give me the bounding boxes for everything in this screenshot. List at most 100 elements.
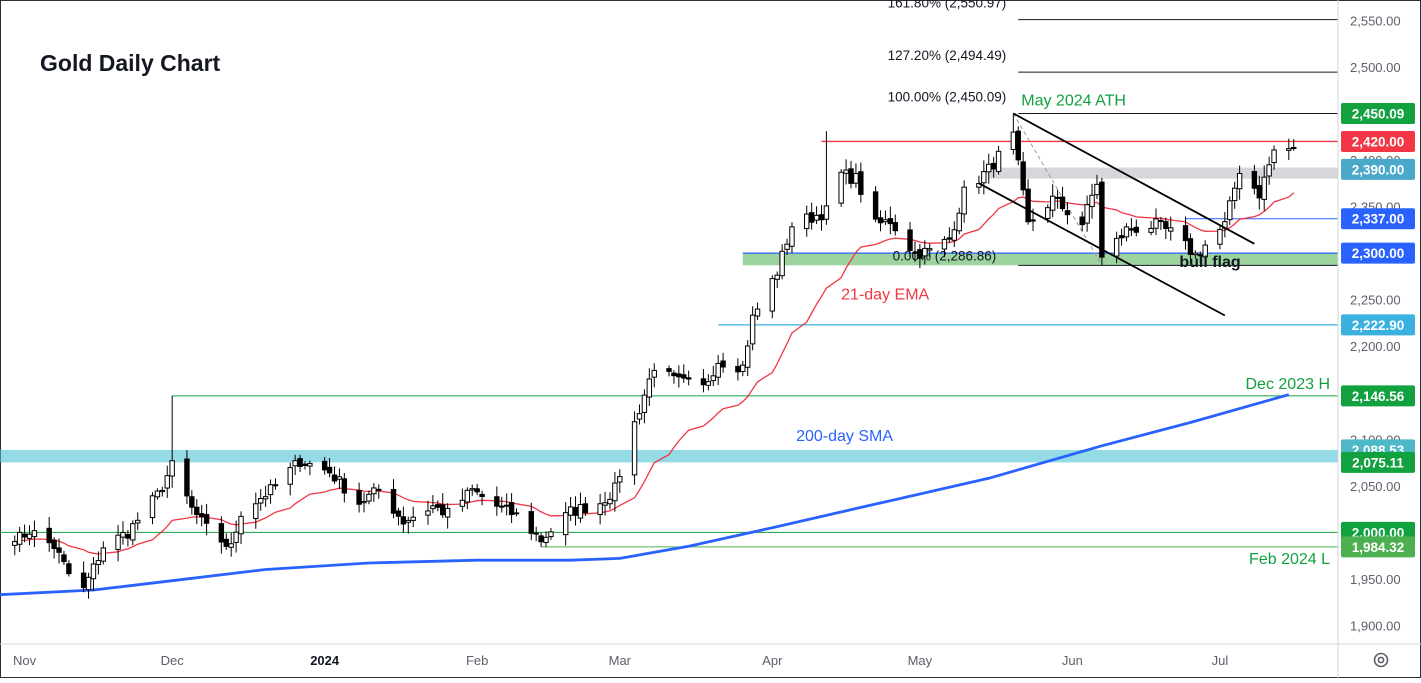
x-tick-label: Nov xyxy=(13,653,37,668)
candle-body xyxy=(1197,254,1203,257)
candle xyxy=(1187,233,1194,264)
candle-body xyxy=(597,503,603,516)
candle-body xyxy=(1020,161,1026,191)
candle-body xyxy=(331,474,338,482)
candle-body xyxy=(877,217,884,224)
candle xyxy=(130,520,136,546)
candle-body xyxy=(981,171,987,184)
candle xyxy=(882,210,889,225)
candle-body xyxy=(1113,237,1120,257)
flag-lower-line xyxy=(978,182,1226,317)
candle xyxy=(823,131,830,225)
candle xyxy=(646,368,653,406)
candle xyxy=(1133,219,1140,237)
candle-body xyxy=(1049,195,1056,211)
x-tick-label: 2024 xyxy=(310,653,340,668)
candle-body xyxy=(1054,196,1061,199)
candle xyxy=(376,484,382,499)
candle-body xyxy=(267,484,274,496)
candle xyxy=(1182,216,1189,250)
candle-body xyxy=(577,504,584,519)
candle-body xyxy=(1192,252,1199,256)
candle xyxy=(135,512,141,531)
candle xyxy=(1266,156,1272,185)
candle-body xyxy=(184,458,190,497)
candle-body xyxy=(946,237,953,240)
candle-body xyxy=(154,490,161,498)
candle xyxy=(218,516,225,554)
candle-body xyxy=(804,213,810,230)
candle-body xyxy=(1153,218,1159,229)
candle-body xyxy=(1084,204,1090,224)
candle-body xyxy=(371,487,377,495)
candle xyxy=(430,495,436,514)
zone-2075-2088 xyxy=(0,449,1338,463)
candle xyxy=(577,492,584,523)
candle-body xyxy=(376,488,382,491)
candle xyxy=(321,456,328,475)
candle-body xyxy=(400,516,407,525)
candle-body xyxy=(464,489,471,503)
candle xyxy=(853,163,859,188)
candle xyxy=(149,492,156,525)
candle-body xyxy=(602,502,608,506)
candle-body xyxy=(907,229,913,251)
candle-body xyxy=(1271,149,1277,164)
candle-body xyxy=(159,489,166,493)
candle-body xyxy=(198,513,205,518)
candle xyxy=(922,240,928,265)
candle-body xyxy=(912,251,918,254)
candle-body xyxy=(479,493,485,498)
candle-body xyxy=(838,171,844,204)
candle-body xyxy=(769,278,776,312)
support-2300 xyxy=(742,253,1338,266)
candle xyxy=(740,360,746,377)
candle-body xyxy=(130,523,136,541)
candle-body xyxy=(218,523,225,543)
candle-body xyxy=(951,229,958,241)
price-tag: 1,984.32 xyxy=(1341,536,1415,558)
price-tag-bg xyxy=(1341,130,1415,152)
candle-body xyxy=(533,532,539,535)
candle xyxy=(169,395,175,488)
candle xyxy=(818,205,825,231)
candle xyxy=(892,214,898,236)
fib-trendline xyxy=(1012,113,1103,266)
candle xyxy=(494,486,500,516)
candle xyxy=(749,306,756,351)
candle xyxy=(508,493,515,523)
candle xyxy=(572,496,579,526)
candle-body xyxy=(700,378,707,386)
candle-body xyxy=(435,504,441,508)
price-tag: 2,450.09 xyxy=(1341,102,1415,124)
price-tag-bg xyxy=(1341,208,1415,230)
candle xyxy=(198,504,205,527)
candle-body xyxy=(336,476,343,480)
candle xyxy=(12,535,18,556)
candles-layer xyxy=(12,113,1297,599)
candle-body xyxy=(617,476,623,483)
candle-body xyxy=(789,226,795,247)
candle xyxy=(336,468,343,489)
price-tag-label: 2,075.11 xyxy=(1352,455,1404,470)
candle xyxy=(159,486,166,497)
candle xyxy=(961,180,967,223)
y-tick-label: 1,900.00 xyxy=(1350,618,1401,633)
candle-body xyxy=(223,538,229,547)
candle-body xyxy=(749,314,756,345)
gear-icon[interactable] xyxy=(1373,652,1389,668)
candle xyxy=(779,244,785,280)
candle-body xyxy=(258,498,264,504)
candle-body xyxy=(1045,207,1051,220)
candle xyxy=(877,210,884,232)
candle-body xyxy=(233,531,239,543)
resistance-2390 xyxy=(988,167,1338,179)
candle-body xyxy=(356,489,362,505)
price-tag-bg xyxy=(1341,314,1415,336)
price-tag-bg xyxy=(1341,536,1415,558)
candle xyxy=(253,492,259,529)
flag-upper-line xyxy=(1012,112,1255,245)
candle xyxy=(51,537,57,559)
candle-body xyxy=(1064,210,1071,216)
